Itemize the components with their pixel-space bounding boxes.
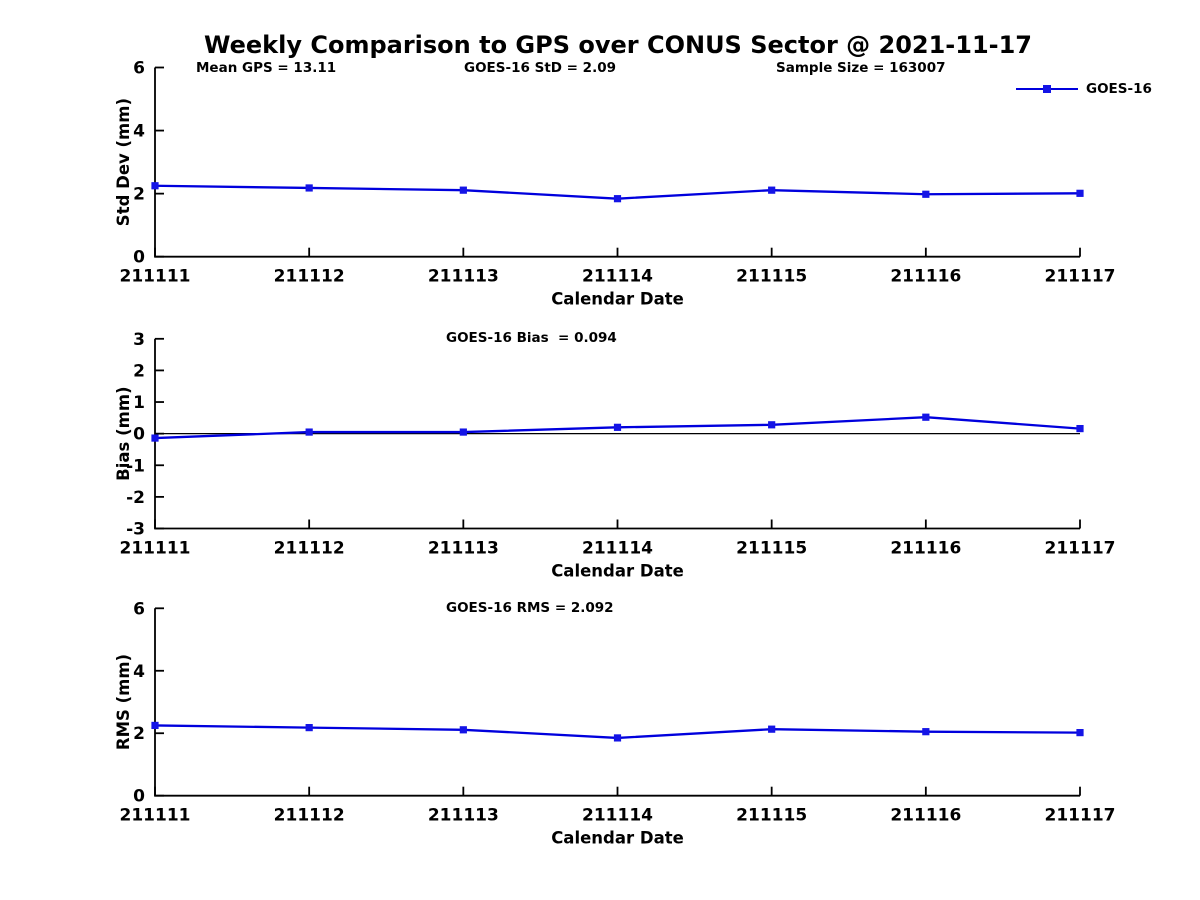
x-tick-label: 211117 <box>1045 806 1116 826</box>
axis-spines <box>154 67 1080 258</box>
y-axis-label: Std Dev (mm) <box>114 98 133 226</box>
data-point-marker <box>151 434 159 442</box>
y-tick-label: 0 <box>133 787 145 807</box>
data-point-marker <box>305 184 313 192</box>
y-axis-label: Bias (mm) <box>114 386 133 480</box>
x-axis-label: Calendar Date <box>551 290 684 309</box>
data-point-marker <box>151 182 159 190</box>
legend-square-marker-icon <box>1043 85 1051 93</box>
data-point-marker <box>459 428 467 436</box>
y-tick-label: 0 <box>133 248 145 268</box>
y-tick-label: -3 <box>126 520 145 540</box>
x-axis-label: Calendar Date <box>551 829 684 848</box>
data-point-marker <box>922 413 930 421</box>
x-tick-label: 211115 <box>736 806 807 826</box>
x-tick-label: 211113 <box>428 539 499 559</box>
x-tick-label: 211115 <box>736 267 807 287</box>
data-point-marker <box>922 728 930 736</box>
data-point-marker <box>768 421 776 429</box>
annotation-goes16-bias: GOES-16 Bias = 0.094 <box>446 330 617 346</box>
x-tick-label: 211117 <box>1045 267 1116 287</box>
y-axis-label: RMS (mm) <box>114 654 133 750</box>
x-tick-label: 211115 <box>736 539 807 559</box>
data-point-marker <box>1076 424 1084 433</box>
data-point-marker <box>1076 189 1084 197</box>
x-tick-label: 211111 <box>120 539 191 559</box>
data-point-marker <box>613 734 622 742</box>
y-tick-label: 2 <box>133 185 145 205</box>
y-tick-label: 6 <box>133 599 145 619</box>
x-tick-label: 211116 <box>890 539 961 559</box>
x-tick-label: 211117 <box>1045 539 1116 559</box>
data-point-marker <box>459 726 467 734</box>
x-tick-label: 211112 <box>274 806 345 826</box>
y-tick-label: 0 <box>133 425 145 445</box>
annotation-sample-size: Sample Size = 163007 <box>776 60 946 76</box>
data-point-marker <box>459 186 467 194</box>
x-tick-label: 211116 <box>890 267 961 287</box>
y-tick-label: 2 <box>133 724 145 744</box>
x-tick-label: 211114 <box>582 539 653 559</box>
x-tick-label: 211113 <box>428 806 499 826</box>
legend: GOES-16 <box>1016 81 1152 97</box>
legend-line-sample <box>1016 85 1078 93</box>
x-tick-label: 211114 <box>582 267 653 287</box>
y-tick-label: 3 <box>133 330 145 350</box>
annotation-goes16-std: GOES-16 StD = 2.09 <box>464 60 616 76</box>
y-tick-label: 2 <box>133 361 145 381</box>
data-point-marker <box>613 423 622 431</box>
x-tick-label: 211111 <box>120 806 191 826</box>
data-point-marker <box>922 190 930 198</box>
data-point-marker <box>768 186 776 194</box>
data-point-marker <box>305 724 313 732</box>
data-point-marker <box>151 721 159 730</box>
data-point-marker <box>768 725 776 733</box>
data-point-marker <box>613 195 622 203</box>
x-tick-label: 211112 <box>274 267 345 287</box>
annotation-goes16-rms: GOES-16 RMS = 2.092 <box>446 600 614 616</box>
x-tick-label: 211111 <box>120 267 191 287</box>
x-tick-label: 211113 <box>428 267 499 287</box>
y-tick-label: 4 <box>133 122 145 142</box>
y-tick-label: 1 <box>133 393 145 413</box>
x-tick-label: 211112 <box>274 539 345 559</box>
annotation-mean-gps: Mean GPS = 13.11 <box>196 60 337 76</box>
x-tick-label: 211114 <box>582 806 653 826</box>
x-tick-label: 211116 <box>890 806 961 826</box>
data-point-marker <box>1076 729 1084 737</box>
data-point-marker <box>305 428 313 436</box>
y-tick-label: 6 <box>133 59 145 79</box>
legend-label: GOES-16 <box>1086 81 1152 97</box>
axis-spines <box>154 608 1080 797</box>
figure-title: Weekly Comparison to GPS over CONUS Sect… <box>203 31 1033 59</box>
y-tick-label: 4 <box>133 662 145 682</box>
y-tick-label: -2 <box>126 488 145 508</box>
x-axis-label: Calendar Date <box>551 562 684 581</box>
y-tick-label: -1 <box>126 456 145 476</box>
